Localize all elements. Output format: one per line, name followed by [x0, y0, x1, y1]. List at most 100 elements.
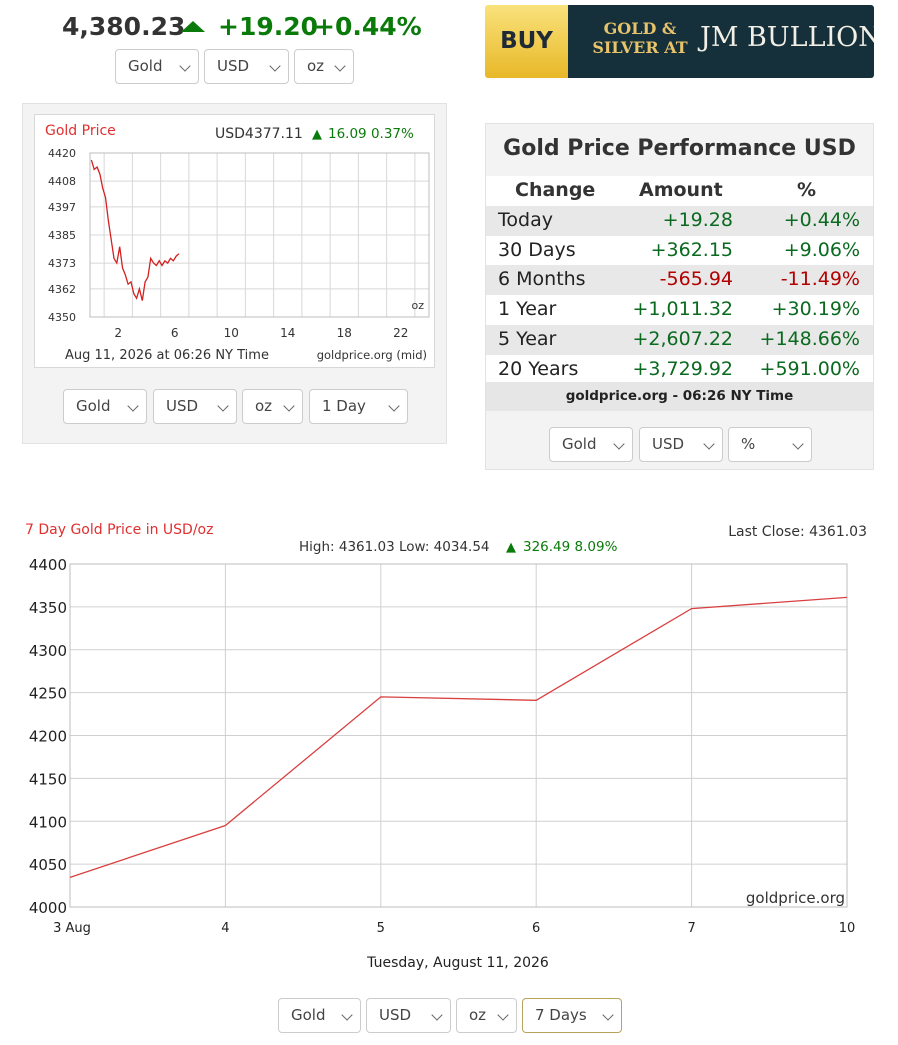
chevron-down-icon — [217, 400, 229, 412]
week-currency-select[interactable]: USD — [366, 998, 451, 1033]
price-line — [90, 159, 180, 301]
perf-metal-select[interactable]: Gold — [549, 427, 633, 462]
y-tick-label: 4373 — [48, 257, 76, 270]
chevron-down-icon — [613, 438, 625, 450]
y-tick-label: 4100 — [29, 813, 67, 831]
jm-bullion-banner[interactable]: BUY GOLD & SILVER AT JM BULLION — [485, 5, 874, 78]
row-percent: +9.06% — [783, 238, 860, 261]
y-tick-label: 4350 — [48, 311, 76, 324]
currency-select[interactable]: USD — [204, 49, 289, 84]
chevron-down-icon — [127, 400, 139, 412]
performance-title: Gold Price Performance USD — [503, 136, 856, 161]
performance-row: Today +19.28 +0.44% — [486, 205, 873, 236]
price-change-percent: +0.44% — [314, 12, 422, 41]
chevron-down-icon — [602, 1009, 614, 1021]
y-tick-label: 4385 — [48, 229, 76, 242]
y-tick-label: 4150 — [29, 770, 67, 788]
y-tick-label: 4362 — [48, 283, 76, 296]
row-percent: +30.19% — [771, 298, 860, 321]
y-tick-label: 4250 — [29, 685, 67, 703]
banner-brand-area: GOLD & SILVER AT JM BULLION — [568, 5, 874, 78]
chart-unit-select-value: oz — [255, 397, 273, 415]
x-tick-label: 10 — [839, 921, 856, 936]
chevron-down-icon — [792, 438, 804, 450]
x-tick-label: 10 — [224, 326, 239, 340]
x-tick-label: 18 — [337, 326, 352, 340]
y-tick-label: 4350 — [29, 599, 67, 617]
row-percent: +0.44% — [783, 208, 860, 231]
chart-watermark: goldprice.org — [746, 889, 845, 907]
week-currency-select-value: USD — [379, 1006, 412, 1024]
row-amount: +2,607.22 — [632, 327, 733, 350]
week-unit-select[interactable]: oz — [456, 998, 517, 1033]
week-period-select[interactable]: 7 Days — [522, 998, 622, 1033]
row-period: 5 Year — [498, 327, 557, 350]
chart-title: 7 Day Gold Price in USD/oz — [25, 522, 213, 538]
performance-row: 1 Year +1,011.32 +30.19% — [486, 295, 873, 325]
y-tick-label: 4300 — [29, 642, 67, 660]
perf-mode-select[interactable]: % — [728, 427, 812, 462]
chevron-down-icon — [283, 400, 295, 412]
row-period: 30 Days — [498, 238, 576, 261]
weight-unit-select-value: oz — [307, 57, 325, 75]
row-period: 6 Months — [498, 268, 586, 291]
header-change: Change — [515, 179, 596, 201]
perf-metal-select-value: Gold — [562, 435, 597, 453]
performance-row: 5 Year +2,607.22 +148.66% — [486, 324, 873, 355]
chart-currency-select[interactable]: USD — [153, 389, 237, 424]
banner-brand-logo: JM BULLION — [700, 22, 874, 53]
chart-header-change: 16.09 0.37% — [328, 126, 414, 142]
x-tick-label: 6 — [171, 326, 179, 340]
performance-header-row: Change Amount % — [486, 176, 873, 206]
week-metal-select-value: Gold — [291, 1006, 326, 1024]
chart-date-label: Tuesday, August 11, 2026 — [366, 955, 549, 971]
chart-currency-select-value: USD — [166, 397, 199, 415]
chart-header-price: USD4377.11 — [215, 126, 303, 142]
price-change: +19.20 — [218, 12, 319, 41]
x-tick-label: 14 — [280, 326, 295, 340]
up-triangle-icon: ▲ — [506, 540, 516, 555]
chart-metal-select-value: Gold — [76, 397, 111, 415]
header-percent: % — [797, 179, 817, 201]
x-tick-label: 22 — [393, 326, 408, 340]
perf-currency-select-value: USD — [652, 435, 685, 453]
row-percent: +148.66% — [759, 327, 860, 350]
row-period: Today — [498, 208, 553, 231]
unit-label: oz — [411, 299, 424, 312]
chart-metal-select[interactable]: Gold — [63, 389, 147, 424]
week-unit-select-value: oz — [469, 1006, 487, 1024]
x-tick-label: 5 — [377, 921, 385, 936]
y-tick-label: 4050 — [29, 856, 67, 874]
performance-footer: goldprice.org - 06:26 NY Time — [486, 382, 873, 411]
currency-select-value: USD — [217, 57, 250, 75]
chevron-down-icon — [497, 1009, 509, 1021]
change-label: 326.49 8.09% — [523, 539, 618, 555]
chevron-down-icon — [269, 60, 281, 72]
price-up-arrow-icon — [181, 21, 205, 32]
metal-select[interactable]: Gold — [115, 49, 199, 84]
performance-table: Change Amount % Today +19.28 +0.44% 30 Days… — [486, 176, 873, 385]
banner-tagline-line2: SILVER AT — [592, 38, 688, 57]
plot-border — [69, 563, 848, 908]
chart-period-select[interactable]: 1 Day — [309, 389, 408, 424]
week-metal-select[interactable]: Gold — [278, 998, 361, 1033]
price-line — [69, 596, 848, 879]
high-low-label: High: 4361.03 Low: 4034.54 — [299, 539, 490, 555]
chart-source: goldprice.org (mid) — [317, 348, 427, 362]
chevron-down-icon — [334, 60, 346, 72]
row-period: 1 Year — [498, 298, 557, 321]
header-amount: Amount — [639, 179, 723, 201]
y-tick-label: 4400 — [29, 556, 67, 574]
last-close-label: Last Close: 4361.03 — [728, 524, 867, 540]
weight-unit-select[interactable]: oz — [294, 49, 354, 84]
chart-unit-select[interactable]: oz — [242, 389, 303, 424]
x-tick-label: 2 — [114, 326, 122, 340]
chart-title: Gold Price — [45, 123, 116, 139]
performance-row: 30 Days +362.15 +9.06% — [486, 235, 873, 266]
week-price-chart: 7 Day Gold Price in USD/oz Last Close: 43… — [25, 522, 867, 971]
perf-mode-select-value: % — [741, 435, 756, 453]
performance-row: 6 Months -565.94 -11.49% — [486, 265, 873, 296]
chevron-down-icon — [341, 1009, 353, 1021]
row-amount: +362.15 — [650, 238, 733, 261]
perf-currency-select[interactable]: USD — [639, 427, 723, 462]
